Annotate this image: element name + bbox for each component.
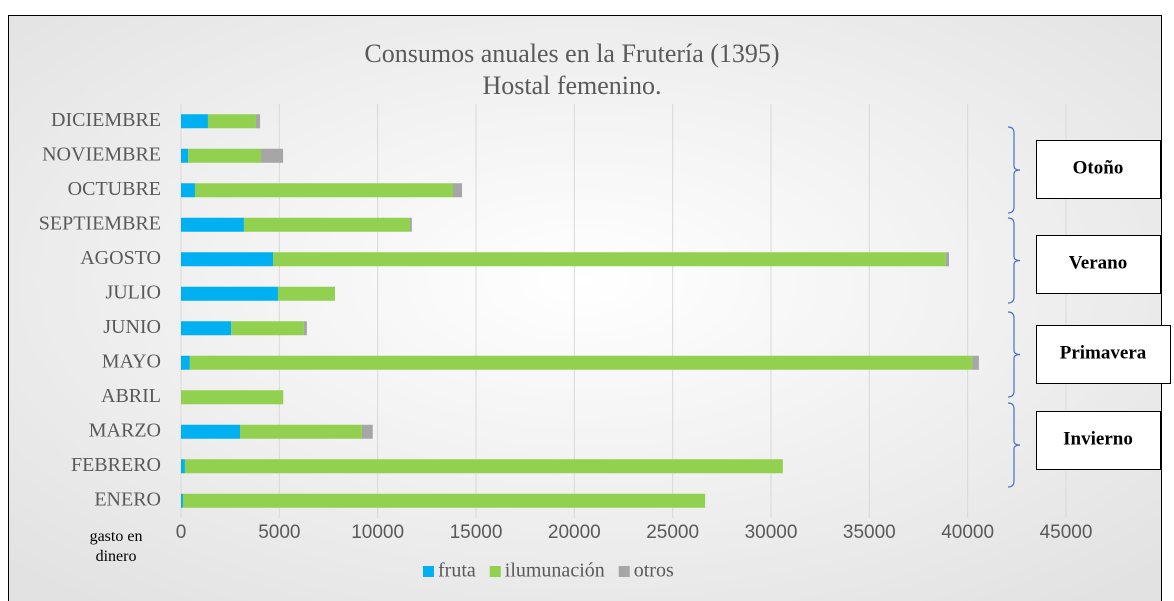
season-bracket <box>1007 217 1021 304</box>
legend-swatch <box>423 566 434 577</box>
season-box <box>1036 140 1161 199</box>
x-tick-label: 15000 <box>450 522 503 543</box>
chart-title: Consumos anuales en la Frutería (1395) <box>364 39 779 68</box>
legend-swatch <box>489 566 501 577</box>
bar-segment <box>409 217 412 232</box>
legend-label: otros <box>634 560 674 582</box>
season-bracket <box>1007 126 1021 214</box>
bar-segment <box>240 424 362 439</box>
bar-segment <box>273 252 946 267</box>
bar-segment <box>972 355 979 370</box>
bar-segment <box>231 321 304 336</box>
bar-segment <box>452 183 463 198</box>
y-tick-label: AGOSTO <box>80 247 161 269</box>
legend-swatch <box>618 566 630 577</box>
bar-segment <box>181 148 189 163</box>
season-box <box>1036 325 1171 384</box>
season-label: Invierno <box>1063 428 1133 449</box>
x-tick-label: 25000 <box>646 522 699 543</box>
x-tick-label: 5000 <box>258 522 300 543</box>
y-tick-label: ENERO <box>94 488 161 510</box>
season-box <box>1036 411 1161 470</box>
bar-segment <box>181 114 208 129</box>
bar-segment <box>189 355 973 370</box>
season-label: Primavera <box>1060 342 1147 363</box>
bar-segment <box>361 424 373 439</box>
chart-subtitle: Hostal femenino. <box>482 71 661 100</box>
x-tick-label: 30000 <box>745 522 798 543</box>
y-tick-label: FEBRERO <box>71 454 161 476</box>
season-bracket <box>1007 402 1021 488</box>
x-tick-label: 40000 <box>941 522 994 543</box>
bar-segment <box>181 217 244 232</box>
bar-segment <box>181 390 284 405</box>
x-tick-label: 0 <box>176 522 187 543</box>
season-label: Verano <box>1069 252 1127 273</box>
bar-segment <box>243 217 410 232</box>
y-tick-label: ABRIL <box>101 385 161 407</box>
bar-segment <box>181 252 274 267</box>
x-tick-label: 10000 <box>351 522 404 543</box>
y-tick-label: MARZO <box>89 419 161 441</box>
legend-label: fruta <box>438 560 476 582</box>
y-tick-label: MAYO <box>102 350 161 372</box>
season-label: Otoño <box>1073 157 1124 178</box>
y-tick-label: NOVIEMBRE <box>42 143 161 165</box>
bar-segment <box>181 459 185 474</box>
bar-segment <box>181 286 278 301</box>
y-tick-label: JULIO <box>105 281 161 303</box>
x-tick-label: 35000 <box>843 522 896 543</box>
legend-label: ilumunación <box>505 560 605 582</box>
bar-segment <box>181 183 195 198</box>
bar-segment <box>303 321 307 336</box>
bar-segment <box>207 114 256 129</box>
bar-segment <box>181 424 240 439</box>
bar-segment <box>182 493 706 508</box>
x-tick-label: 20000 <box>548 522 601 543</box>
bar-segment <box>184 459 783 474</box>
x-tick-label: 45000 <box>1040 522 1093 543</box>
bar-segment <box>181 355 190 370</box>
y-tick-label: JUNIO <box>103 316 161 338</box>
bar-segment <box>261 148 284 163</box>
y-tick-label: SEPTIEMBRE <box>39 212 161 234</box>
y-tick-label: DICIEMBRE <box>51 109 161 131</box>
axis-label: gasto en dinero <box>90 528 143 565</box>
season-box <box>1036 235 1161 294</box>
bar-segment <box>277 286 335 301</box>
season-bracket <box>1007 311 1021 398</box>
y-tick-label: OCTUBRE <box>68 178 161 200</box>
bar-segment <box>181 321 232 336</box>
bar-segment <box>255 114 261 129</box>
bar-segment <box>188 148 262 163</box>
bar-segment <box>945 252 949 267</box>
bar-segment <box>181 493 183 508</box>
bar-segment <box>194 183 453 198</box>
